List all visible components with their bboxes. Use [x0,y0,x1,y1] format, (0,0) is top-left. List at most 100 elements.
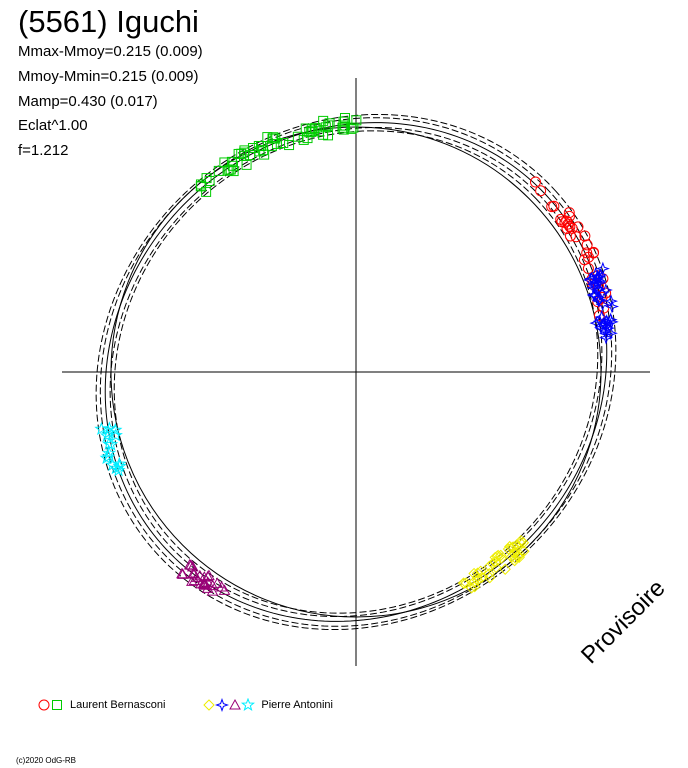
data-point-circle [559,216,571,228]
data-point-square [292,131,303,142]
data-point-square [219,157,230,168]
data-point-diamond [468,580,481,593]
data-point-diamond [474,565,487,578]
chart-title: (5561) Iguchi [18,4,199,39]
series-triangle [176,558,231,596]
data-point-triangle [218,584,231,595]
data-point-circle [546,201,558,213]
data-point-square [351,115,362,126]
data-point-square [339,113,350,124]
data-point-triangle [176,567,188,579]
data-point-diamond [514,537,527,549]
data-point-star4 [591,282,606,297]
legend-marker-square [52,700,62,711]
data-point-star [108,428,123,442]
data-point-star4 [584,271,599,286]
legend-marker-set [203,697,256,713]
data-point-triangle [211,577,224,588]
data-point-diamond [483,560,495,573]
stat-eclat: Eclat^1.00 [18,117,88,135]
data-point-diamond [495,549,507,562]
stat-mmax-mmoy: Mmax-Mmoy=0.215 (0.009) [18,43,203,60]
data-point-triangle [206,579,219,591]
data-point-star4 [591,290,606,305]
data-point-square [245,150,256,161]
axes [62,78,650,666]
legend-label-bernasconi: Laurent Bernasconi [70,699,166,712]
series-diamond [457,535,530,594]
legend-markers-bernasconi [38,697,64,713]
data-point-diamond [518,545,530,557]
data-point-star4 [591,293,606,308]
series-star4 [582,261,620,345]
data-point-diamond [467,576,480,589]
data-point-triangle [206,585,219,596]
data-point-star [112,456,127,471]
data-point-star4 [599,330,614,345]
data-point-star4 [599,326,614,341]
data-point-triangle [186,575,198,586]
data-point-diamond [465,582,478,594]
data-point-square [340,120,351,131]
data-point-triangle [183,558,196,570]
data-point-diamond [515,535,527,547]
series-circle [529,176,612,321]
legend-marker-triangle [229,699,242,710]
legend-marker-circle [38,699,50,711]
data-point-circle [529,176,541,188]
data-point-circle [564,230,576,242]
data-point-square [201,173,212,184]
data-point-diamond [484,571,496,584]
data-point-square [225,164,236,175]
data-point-star [94,421,109,436]
data-point-diamond [512,551,524,563]
data-point-star4 [592,275,607,290]
data-point-star4 [598,283,613,298]
data-point-diamond [471,571,484,583]
data-point-star [108,460,124,475]
legend-marker-star4 [215,698,230,713]
data-point-diamond [513,551,525,564]
data-point-square [298,134,309,145]
data-point-circle [572,221,584,233]
data-point-circle [600,287,612,299]
data-point-triangle [215,580,228,592]
legend: Laurent Bernasconi Pierre Antonini [38,697,371,713]
data-point-circle [563,207,575,219]
data-point-triangle [188,574,201,586]
data-point-diamond [490,561,502,574]
data-point-star4 [604,299,620,314]
data-point-triangle [176,568,189,579]
data-point-star [101,445,117,460]
data-point-triangle [186,560,199,572]
legend-marker-set [38,699,62,711]
data-point-square [247,143,258,154]
data-point-star4 [593,320,608,335]
data-point-square [307,125,318,136]
data-point-diamond [507,541,519,553]
data-point-square [338,116,349,127]
data-point-diamond [458,577,470,590]
data-point-square [256,141,267,152]
data-point-star [105,457,120,472]
stat-mamp: Mamp=0.430 (0.017) [18,92,158,110]
data-point-star [101,449,116,463]
data-point-square [348,122,359,133]
copyright: (c)2020 OdG-RB [16,756,77,765]
data-point-diamond [509,552,521,564]
data-point-star [104,437,119,451]
stat-mmoy-mmin: Mmoy-Mmin=0.215 (0.009) [18,67,199,85]
data-point-triangle [197,578,210,589]
data-point-diamond [517,537,530,549]
fit-curve-0 [104,122,608,622]
stat-f: f=1.212 [18,142,69,160]
data-point-circle [581,239,593,251]
data-point-circle [587,247,599,259]
data-point-circle [596,291,608,303]
legend-label-antonini: Pierre Antonini [261,699,333,712]
data-point-square [239,150,250,161]
data-point-star4 [603,294,619,309]
data-point-square [270,133,281,144]
data-point-diamond [471,567,484,579]
